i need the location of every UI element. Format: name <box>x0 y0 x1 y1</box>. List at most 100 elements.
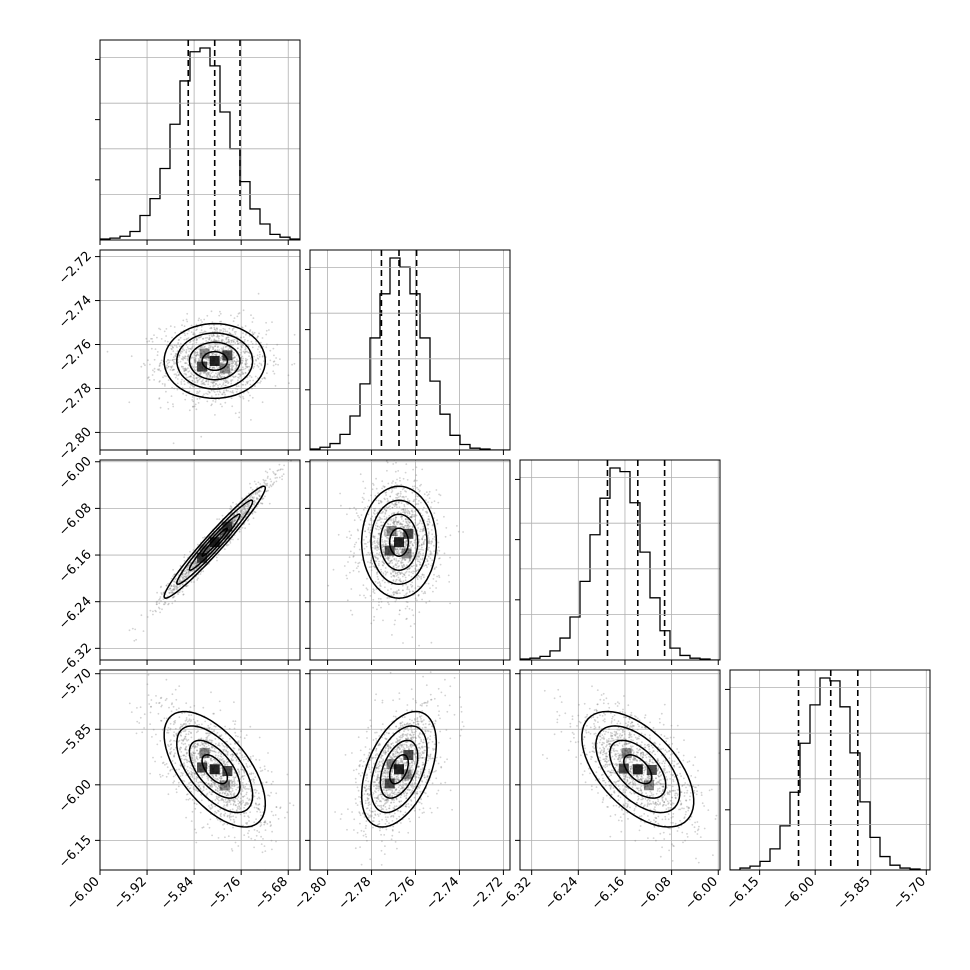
scatter-point <box>272 780 274 783</box>
scatter-point <box>411 485 414 488</box>
scatter-point <box>421 558 424 561</box>
scatter-point <box>153 379 156 381</box>
scatter-point <box>356 528 359 531</box>
scatter-point <box>220 366 223 368</box>
scatter-point <box>418 611 421 614</box>
scatter-point <box>414 533 417 536</box>
scatter-point <box>221 375 224 378</box>
scatter-point <box>206 336 209 339</box>
scatter-point <box>361 501 364 503</box>
scatter-point <box>408 558 411 560</box>
scatter-point <box>382 564 384 567</box>
scatter-point <box>398 553 401 556</box>
scatter-point <box>200 383 203 385</box>
scatter-point <box>395 496 397 499</box>
scatter-point <box>401 532 404 535</box>
scatter-point <box>394 482 397 484</box>
scatter-point <box>215 372 217 375</box>
scatter-point <box>421 598 423 601</box>
scatter-point <box>418 552 420 554</box>
scatter-point <box>339 492 341 495</box>
scatter-point <box>259 341 262 344</box>
contour-line <box>176 499 254 585</box>
scatter-point <box>177 373 180 376</box>
scatter-point <box>223 760 226 763</box>
scatter-point <box>173 373 176 376</box>
scatter-point <box>401 566 404 569</box>
scatter-point <box>167 793 170 796</box>
scatter-point <box>210 339 213 342</box>
scatter-point <box>372 512 375 514</box>
scatter-point <box>239 369 242 371</box>
scatter-point <box>184 362 187 365</box>
scatter-point <box>400 523 402 525</box>
scatter-point <box>241 355 244 358</box>
scatter-point <box>159 586 162 589</box>
scatter-point <box>225 389 228 391</box>
scatter-point <box>415 466 418 469</box>
scatter-point <box>239 369 241 372</box>
scatter-point <box>216 340 219 342</box>
scatter-point <box>257 804 259 806</box>
scatter-point <box>418 594 420 596</box>
scatter-point <box>258 362 261 365</box>
scatter-point <box>164 602 167 604</box>
scatter-point <box>221 363 223 366</box>
scatter-point <box>235 385 238 388</box>
scatter-point <box>171 591 174 594</box>
scatter-point <box>239 354 242 356</box>
scatter-point <box>217 339 220 342</box>
scatter-point <box>236 340 239 343</box>
scatter-point <box>254 511 257 514</box>
scatter-point <box>371 488 374 491</box>
scatter-point <box>245 499 248 502</box>
scatter-point <box>408 567 410 570</box>
scatter-point <box>231 368 234 371</box>
scatter-point <box>403 557 406 560</box>
scatter-point <box>174 599 177 602</box>
scatter-point <box>228 785 231 788</box>
scatter-point <box>193 333 196 335</box>
scatter-point <box>405 583 407 586</box>
scatter-point <box>377 492 379 494</box>
scatter-point <box>407 503 409 506</box>
scatter-point <box>231 366 233 369</box>
scatter-point <box>172 405 175 408</box>
scatter-point <box>411 526 414 529</box>
scatter-point <box>189 775 192 778</box>
scatter-point <box>379 518 381 521</box>
scatter-point <box>187 376 190 378</box>
scatter-point <box>202 536 204 539</box>
scatter-point <box>256 498 258 500</box>
scatter-point <box>194 360 196 362</box>
scatter-point <box>220 533 223 536</box>
scatter-point <box>416 524 418 527</box>
scatter-point <box>228 373 231 376</box>
scatter-point <box>383 529 386 532</box>
scatter-point <box>374 556 377 559</box>
scatter-point <box>172 775 175 778</box>
scatter-point <box>198 397 201 400</box>
scatter-point <box>379 554 382 557</box>
scatter-point <box>264 470 267 473</box>
scatter-point <box>172 588 175 591</box>
scatter-point <box>437 501 440 504</box>
scatter-point <box>206 361 209 364</box>
scatter-point <box>182 367 185 370</box>
scatter-point <box>418 585 421 588</box>
scatter-point <box>191 776 194 779</box>
scatter-point <box>165 584 168 587</box>
scatter-point <box>199 750 202 753</box>
scatter-point <box>369 519 372 522</box>
scatter-point <box>256 486 259 489</box>
scatter-point <box>204 352 206 355</box>
scatter-point <box>402 526 405 529</box>
scatter-point <box>278 463 281 466</box>
scatter-point <box>388 530 391 533</box>
scatter-point <box>230 362 233 364</box>
scatter-point <box>419 530 421 533</box>
scatter-point <box>427 537 430 539</box>
scatter-point <box>401 575 404 578</box>
scatter-point <box>347 561 349 563</box>
scatter-point <box>184 746 187 749</box>
